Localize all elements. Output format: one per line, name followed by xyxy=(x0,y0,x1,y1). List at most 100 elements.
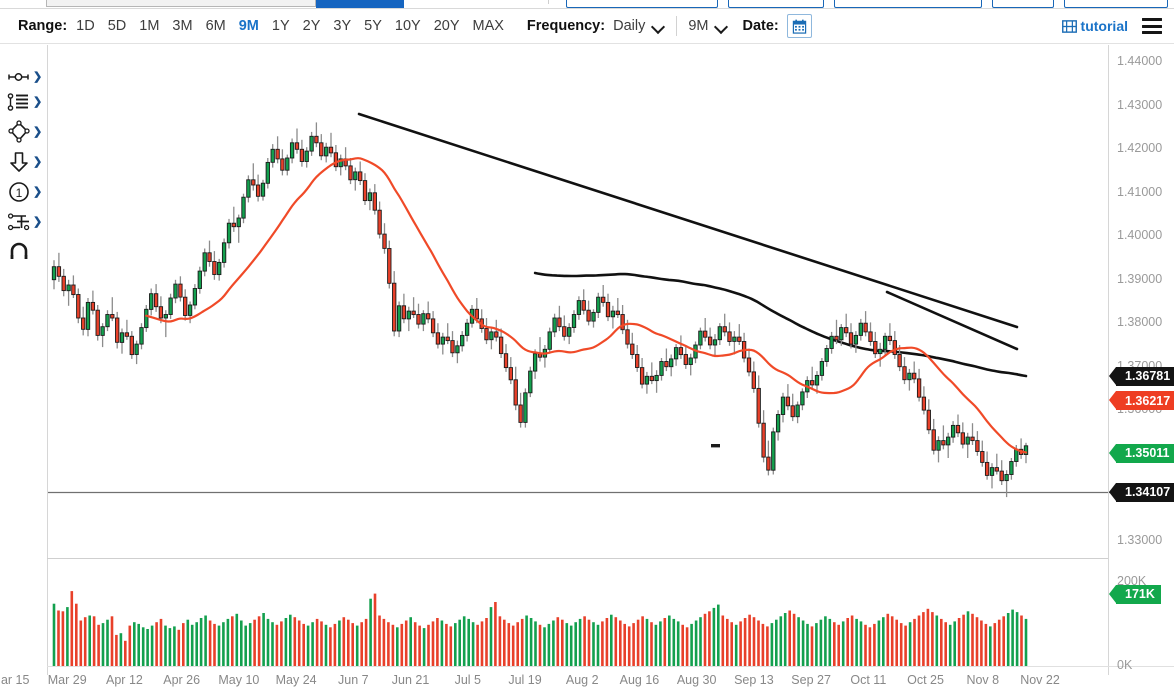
volume-bar xyxy=(953,621,956,666)
magnet-tool[interactable] xyxy=(6,237,48,267)
price-axis[interactable]: 1.44000 1.43000 1.42000 1.41000 1.40000 1.390… xyxy=(1108,45,1174,675)
candle-body xyxy=(970,436,975,442)
chrome-box-4[interactable] xyxy=(992,0,1054,8)
candle-body xyxy=(620,314,625,331)
range-button-3y[interactable]: 3Y xyxy=(333,18,352,34)
span-value[interactable]: 9M xyxy=(688,18,709,34)
trendline-upper xyxy=(357,112,1019,329)
volume-bar xyxy=(797,617,800,666)
volume-bar xyxy=(128,625,132,666)
measure-tool[interactable]: ❯ xyxy=(6,207,48,237)
volume-bar xyxy=(596,624,600,666)
range-button-3m[interactable]: 3M xyxy=(172,18,193,34)
arrow-tool[interactable]: ❯ xyxy=(6,147,48,177)
candle-body xyxy=(460,334,465,347)
chrome-box-3[interactable] xyxy=(834,0,982,8)
range-button-5y[interactable]: 5Y xyxy=(364,18,382,34)
candle-body xyxy=(547,331,552,350)
chart-toolbar: Range: 1D 5D 1M 3M 6M 9M 1Y 2Y 3Y 5Y 10Y 20Y MAX Fre… xyxy=(0,9,1174,43)
tutorial-link[interactable]: tutorial xyxy=(1061,18,1128,34)
chevron-down-icon-span[interactable] xyxy=(715,20,728,33)
volume-bar xyxy=(703,613,707,666)
chevron-right-icon[interactable]: ❯ xyxy=(33,215,43,228)
date-tick: Sep 13 xyxy=(734,673,774,687)
chrome-box-1[interactable] xyxy=(566,0,718,8)
panel-separator xyxy=(47,558,1109,559)
volume-bar xyxy=(213,623,216,666)
candle-body xyxy=(202,252,207,272)
candle-body xyxy=(688,357,693,365)
volume-bar xyxy=(378,615,381,666)
date-tick: Aug 2 xyxy=(565,673,599,687)
date-tick: Aug 16 xyxy=(619,673,660,687)
text-annotation-tool[interactable]: ❯ xyxy=(6,87,48,117)
candle-body xyxy=(562,326,567,337)
volume-bar xyxy=(137,623,140,666)
candle-body xyxy=(625,329,630,345)
chrome-primary-button[interactable] xyxy=(316,0,404,8)
chevron-right-icon[interactable]: ❯ xyxy=(33,185,43,198)
candle-body xyxy=(71,284,76,296)
candle-body xyxy=(858,322,863,336)
range-button-10y[interactable]: 10Y xyxy=(394,18,421,34)
trend-line-tool[interactable]: ❯ xyxy=(6,62,48,92)
number-label-tool[interactable]: 1 ❯ xyxy=(6,177,48,207)
volume-bar xyxy=(931,612,934,666)
chrome-box-2[interactable] xyxy=(728,0,824,8)
candle-body xyxy=(984,461,990,476)
range-button-6m[interactable]: 6M xyxy=(205,18,226,34)
volume-bar xyxy=(391,624,395,666)
chrome-text-field[interactable] xyxy=(46,0,316,7)
candle-body xyxy=(187,304,193,316)
volume-bar xyxy=(654,624,658,666)
volume-bar xyxy=(257,616,261,666)
date-tick: Oct 25 xyxy=(907,673,944,687)
volume-bar xyxy=(476,624,479,666)
range-button-1m[interactable]: 1M xyxy=(139,18,160,34)
range-button-1y[interactable]: 1Y xyxy=(271,18,290,34)
hamburger-icon[interactable] xyxy=(1142,18,1162,34)
range-button-max[interactable]: MAX xyxy=(472,18,504,34)
candle-body xyxy=(853,334,859,345)
frequency-value[interactable]: Daily xyxy=(613,18,646,34)
candle-body xyxy=(1014,448,1019,462)
shape-tool[interactable]: ❯ xyxy=(6,117,48,147)
chevron-down-icon-frequency[interactable] xyxy=(652,20,665,33)
range-button-20y[interactable]: 20Y xyxy=(433,18,460,34)
range-button-5d[interactable]: 5D xyxy=(107,18,127,34)
volume-bar xyxy=(418,625,421,666)
volume-bar xyxy=(511,625,515,666)
candle-body xyxy=(615,310,620,316)
candle-body xyxy=(304,150,309,162)
range-button-1d[interactable]: 1D xyxy=(76,18,95,34)
candle-body xyxy=(226,222,232,244)
chrome-box-5[interactable] xyxy=(1064,0,1168,8)
candle-body xyxy=(921,396,927,411)
chevron-right-icon[interactable]: ❯ xyxy=(33,125,43,138)
candle-body xyxy=(839,327,844,341)
candle-body xyxy=(834,335,839,341)
date-tick: Apr 12 xyxy=(106,673,143,687)
volume-bar xyxy=(195,622,198,666)
range-button-9m[interactable]: 9M xyxy=(238,18,259,34)
volume-bar xyxy=(373,593,377,666)
candle-body xyxy=(635,354,640,368)
volume-bar xyxy=(801,620,805,666)
calendar-icon[interactable] xyxy=(786,14,812,38)
chart-plot-area[interactable] xyxy=(47,45,1110,675)
candle-body xyxy=(878,348,883,355)
candle-body xyxy=(328,146,334,154)
candle-body xyxy=(907,372,912,381)
candle-body xyxy=(401,305,407,320)
candle-body xyxy=(683,354,688,365)
candle-body xyxy=(392,282,397,332)
candle-body xyxy=(916,378,922,398)
chevron-right-icon[interactable]: ❯ xyxy=(33,95,43,108)
volume-bar xyxy=(280,621,283,666)
volume-bar xyxy=(610,614,613,666)
range-button-2y[interactable]: 2Y xyxy=(302,18,321,34)
volume-bar xyxy=(133,622,136,666)
chevron-right-icon[interactable]: ❯ xyxy=(33,155,43,168)
chevron-right-icon[interactable]: ❯ xyxy=(33,70,43,83)
volume-bar xyxy=(382,618,386,666)
